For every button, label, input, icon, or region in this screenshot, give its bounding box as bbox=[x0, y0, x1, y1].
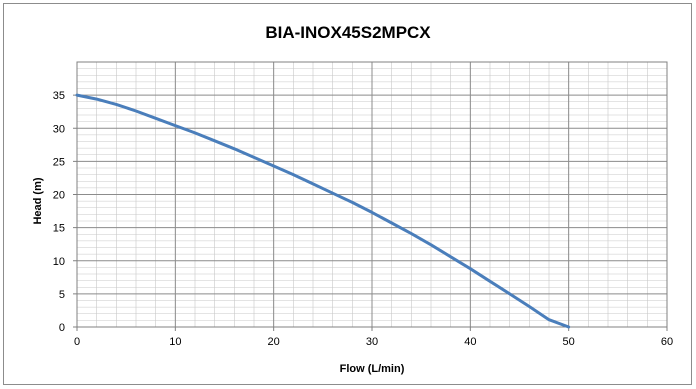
y-axis-ticks: 0 5 10 15 20 25 30 35 bbox=[53, 90, 77, 334]
y-tick-label: 5 bbox=[59, 289, 65, 301]
x-tick-label: 40 bbox=[464, 336, 476, 348]
y-tick-label: 20 bbox=[53, 190, 65, 202]
y-tick-label: 0 bbox=[59, 322, 65, 334]
x-tick-label: 50 bbox=[563, 336, 575, 348]
y-tick-label: 35 bbox=[53, 90, 65, 102]
y-axis-title: Head (m) bbox=[32, 177, 44, 224]
x-tick-label: 0 bbox=[74, 336, 80, 348]
y-tick-label: 10 bbox=[53, 256, 65, 268]
x-axis-title: Flow (L/min) bbox=[340, 363, 405, 375]
y-tick-label: 30 bbox=[53, 123, 65, 135]
chart-title: BIA-INOX45S2MPCX bbox=[265, 23, 431, 42]
series-layer bbox=[75, 93, 571, 329]
y-tick-label: 25 bbox=[53, 156, 65, 168]
x-axis-ticks: 0 10 20 30 40 50 60 bbox=[74, 327, 673, 348]
x-tick-label: 60 bbox=[661, 336, 673, 348]
x-tick-label: 20 bbox=[268, 336, 280, 348]
x-tick-label: 10 bbox=[169, 336, 181, 348]
y-tick-label: 15 bbox=[53, 223, 65, 235]
x-tick-label: 30 bbox=[366, 336, 378, 348]
series-line-0 bbox=[75, 93, 571, 329]
